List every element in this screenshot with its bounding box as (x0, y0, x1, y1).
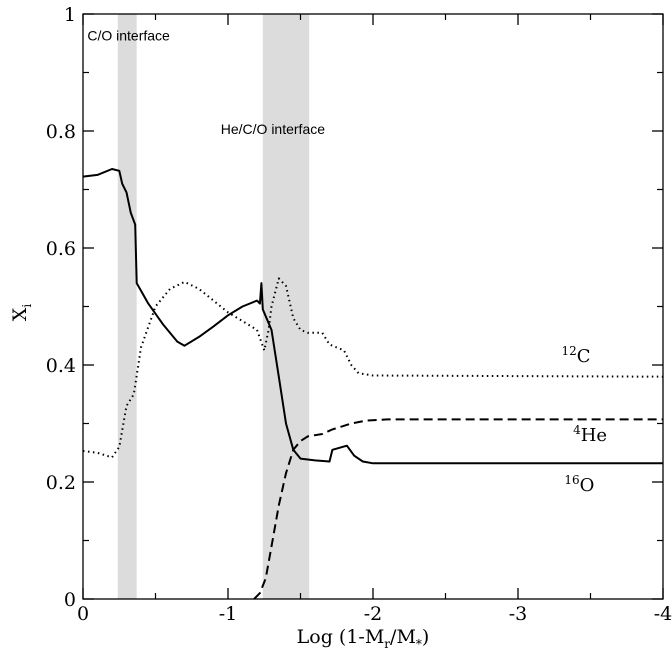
x-tick-label: -1 (219, 603, 238, 625)
x-axis-label: Log (1-Mr/M*) (297, 626, 430, 651)
y-tick-label: 0 (64, 589, 76, 611)
y-tick-label: 0.2 (46, 472, 76, 494)
shaded-region-2 (262, 14, 310, 599)
axis-ticks: 0 -1 -2 -3 -4 0 0.2 0.4 0.6 0.8 1 (46, 4, 672, 625)
plot-frame (82, 13, 664, 600)
shaded-regions (117, 14, 310, 599)
series-label-12C: 12C (562, 344, 591, 367)
y-axis-label: Xi (9, 304, 34, 322)
x-tick-label: -2 (364, 603, 383, 625)
shaded-region-1 (117, 14, 137, 599)
y-tick-label: 0.4 (46, 355, 76, 377)
series-line-16O (82, 168, 663, 465)
annotation-2: He/C/O interface (221, 121, 325, 137)
y-tick-label: 0.6 (46, 238, 76, 260)
y-tick-label: 1 (64, 4, 76, 26)
x-tick-label: -3 (509, 603, 528, 625)
series-line-4He (253, 418, 663, 600)
x-tick-label: -4 (654, 603, 672, 625)
series-label-16O: 16O (564, 473, 594, 496)
labels-layer: C/O interface He/C/O interface 16O 12C 4He (87, 27, 607, 495)
x-tick-label: 0 (77, 603, 89, 625)
series-label-4He: 4He (573, 423, 607, 446)
annotation-1: C/O interface (87, 27, 170, 43)
series-layer (82, 168, 664, 600)
y-tick-label: 0.8 (46, 121, 76, 143)
